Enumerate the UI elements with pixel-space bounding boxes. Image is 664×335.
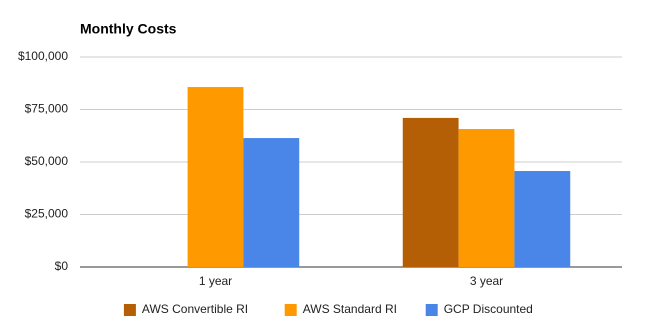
y-tick-label: $75,000	[25, 102, 69, 116]
bar	[187, 87, 244, 267]
legend-swatch	[284, 304, 297, 316]
legend-label: AWS Convertible RI	[142, 302, 248, 316]
legend-label: GCP Discounted	[444, 302, 533, 316]
x-tick-label: 1 year	[199, 274, 232, 288]
legend-label: AWS Standard RI	[303, 302, 397, 316]
y-tick-label: $25,000	[25, 207, 69, 221]
bar	[402, 117, 459, 268]
chart-title: Monthly Costs	[80, 21, 177, 37]
bar	[514, 171, 571, 267]
x-tick-label: 3 year	[470, 274, 503, 288]
y-tick-label: $100,000	[18, 49, 68, 63]
y-tick-label: $50,000	[25, 154, 69, 168]
bar	[458, 129, 515, 267]
bar	[243, 138, 300, 267]
legend-swatch	[425, 304, 438, 316]
y-tick-label: $0	[55, 259, 69, 273]
legend-swatch	[123, 304, 136, 316]
